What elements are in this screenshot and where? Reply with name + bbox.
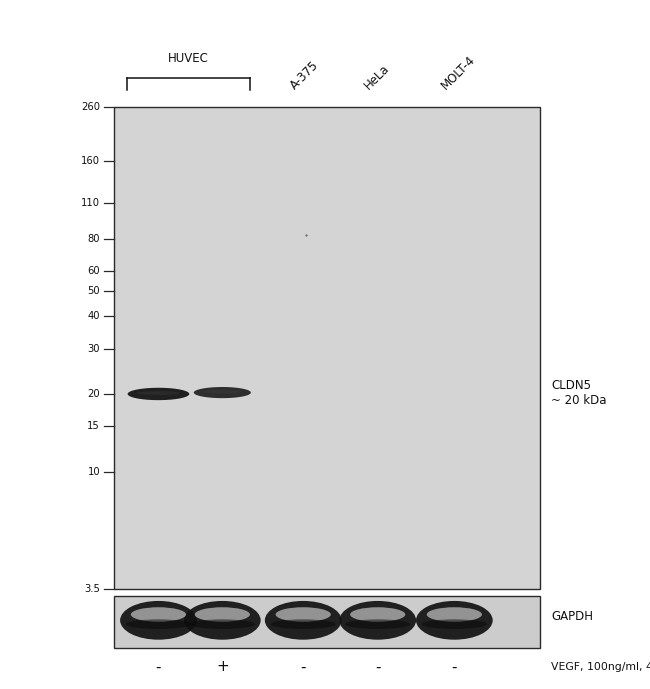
Text: -: - (300, 659, 306, 675)
Text: MOLT-4: MOLT-4 (439, 52, 478, 92)
PathPatch shape (127, 388, 189, 400)
Text: 20: 20 (88, 389, 100, 399)
Ellipse shape (339, 601, 416, 639)
Ellipse shape (190, 619, 255, 629)
Text: 15: 15 (87, 421, 100, 431)
Text: 160: 160 (81, 156, 100, 166)
Text: -: - (452, 659, 457, 675)
Ellipse shape (184, 601, 261, 639)
Text: GAPDH: GAPDH (551, 610, 593, 623)
Ellipse shape (427, 607, 482, 621)
Text: VEGF, 100ng/ml, 4 hrs: VEGF, 100ng/ml, 4 hrs (551, 662, 650, 672)
Text: 3.5: 3.5 (84, 584, 100, 594)
Ellipse shape (131, 607, 186, 621)
Text: -: - (156, 659, 161, 675)
Text: 80: 80 (88, 234, 100, 244)
Text: 260: 260 (81, 102, 100, 112)
Bar (114, 107, 540, 589)
Ellipse shape (276, 607, 331, 621)
Ellipse shape (120, 601, 197, 639)
Ellipse shape (416, 601, 493, 639)
Text: ~ 20 kDa: ~ 20 kDa (551, 394, 606, 407)
Bar (114, 596, 540, 648)
Ellipse shape (422, 619, 487, 629)
Ellipse shape (126, 619, 191, 629)
Text: HUVEC: HUVEC (168, 52, 209, 65)
Text: 10: 10 (88, 466, 100, 477)
Text: 60: 60 (88, 266, 100, 276)
Ellipse shape (265, 601, 341, 639)
Text: A-375: A-375 (287, 58, 321, 92)
Text: 30: 30 (88, 344, 100, 353)
Text: HeLa: HeLa (362, 61, 392, 92)
Ellipse shape (137, 391, 180, 395)
Text: 40: 40 (88, 311, 100, 321)
PathPatch shape (194, 387, 251, 398)
Ellipse shape (195, 607, 250, 621)
Text: 110: 110 (81, 198, 100, 208)
Ellipse shape (350, 607, 406, 621)
Text: CLDN5: CLDN5 (551, 379, 592, 392)
Ellipse shape (270, 619, 336, 629)
Text: 50: 50 (88, 287, 100, 296)
Ellipse shape (202, 390, 242, 393)
Text: -: - (375, 659, 380, 675)
Text: +: + (216, 659, 229, 675)
Ellipse shape (345, 619, 410, 629)
